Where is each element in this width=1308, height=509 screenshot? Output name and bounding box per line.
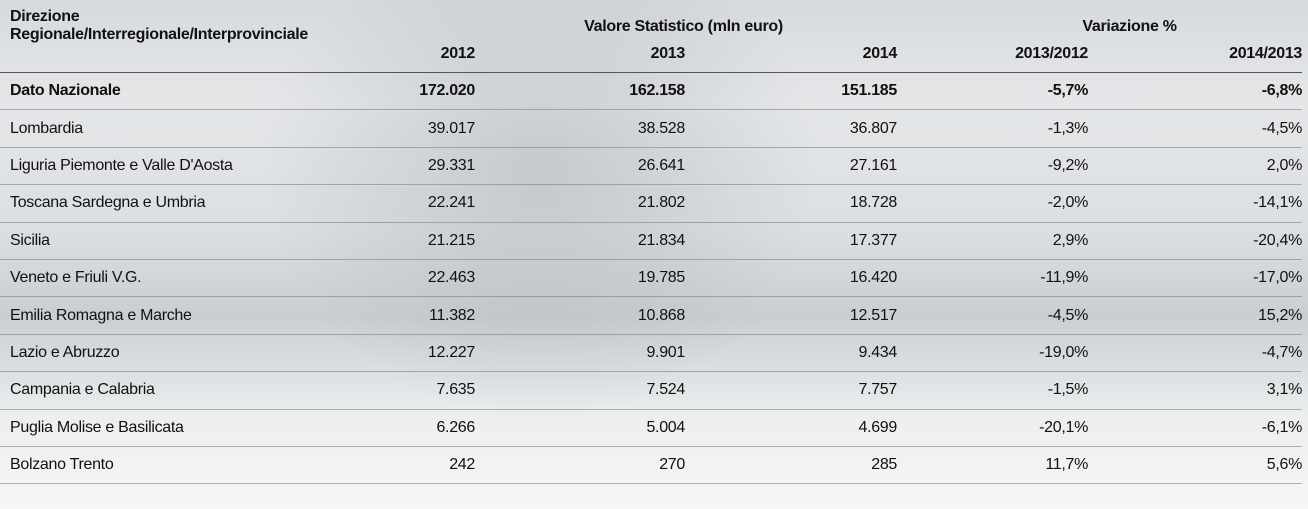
data-table: Direzione Regionale/Interregionale/Inter… xyxy=(0,0,1302,484)
cell: -9,2% xyxy=(897,147,1088,184)
cell: 5,6% xyxy=(1088,446,1302,483)
group-header: Variazione % xyxy=(897,0,1302,36)
cell: 7.757 xyxy=(685,372,897,409)
cell: -20,4% xyxy=(1088,222,1302,259)
page: Direzione Regionale/Interregionale/Inter… xyxy=(0,0,1308,509)
cell: 36.807 xyxy=(685,110,897,147)
cell: 16.420 xyxy=(685,259,897,296)
cell: 270 xyxy=(475,446,685,483)
row-label: Bolzano Trento xyxy=(0,446,380,483)
cell: 10.868 xyxy=(475,297,685,334)
cell: 12.517 xyxy=(685,297,897,334)
cell: 21.215 xyxy=(380,222,475,259)
cell: 22.241 xyxy=(380,185,475,222)
cell: -6,1% xyxy=(1088,409,1302,446)
cell: 285 xyxy=(685,446,897,483)
row-label: Lombardia xyxy=(0,110,380,147)
row-label: Campania e Calabria xyxy=(0,372,380,409)
cell: 162.158 xyxy=(475,73,685,110)
cell: -6,8% xyxy=(1088,73,1302,110)
cell: 21.834 xyxy=(475,222,685,259)
cell: -17,0% xyxy=(1088,259,1302,296)
cell: 29.331 xyxy=(380,147,475,184)
cell: -19,0% xyxy=(897,334,1088,371)
column-header: 2014/2013 xyxy=(1088,36,1302,73)
cell: 2,0% xyxy=(1088,147,1302,184)
cell: 5.004 xyxy=(475,409,685,446)
group-header: Valore Statistico (mln euro) xyxy=(380,0,897,36)
row-label: Puglia Molise e Basilicata xyxy=(0,409,380,446)
cell: 18.728 xyxy=(685,185,897,222)
column-header: 2012 xyxy=(380,36,475,73)
column-header: 2013/2012 xyxy=(897,36,1088,73)
cell: -14,1% xyxy=(1088,185,1302,222)
cell: 38.528 xyxy=(475,110,685,147)
cell: 9.901 xyxy=(475,334,685,371)
cell: 7.635 xyxy=(380,372,475,409)
cell: 26.641 xyxy=(475,147,685,184)
cell: 3,1% xyxy=(1088,372,1302,409)
cell: 4.699 xyxy=(685,409,897,446)
cell: 17.377 xyxy=(685,222,897,259)
cell: -5,7% xyxy=(897,73,1088,110)
cell: -4,5% xyxy=(1088,110,1302,147)
cell: 12.227 xyxy=(380,334,475,371)
cell: -4,7% xyxy=(1088,334,1302,371)
cell: -11,9% xyxy=(897,259,1088,296)
cell: 11,7% xyxy=(897,446,1088,483)
cell: 15,2% xyxy=(1088,297,1302,334)
cell: 6.266 xyxy=(380,409,475,446)
cell: 9.434 xyxy=(685,334,897,371)
cell: -1,5% xyxy=(897,372,1088,409)
header-first-column: Direzione Regionale/Interregionale/Inter… xyxy=(0,0,380,73)
cell: -20,1% xyxy=(897,409,1088,446)
cell: 11.382 xyxy=(380,297,475,334)
cell: 22.463 xyxy=(380,259,475,296)
cell: 7.524 xyxy=(475,372,685,409)
cell: -2,0% xyxy=(897,185,1088,222)
cell: 27.161 xyxy=(685,147,897,184)
cell: 172.020 xyxy=(380,73,475,110)
cell: -1,3% xyxy=(897,110,1088,147)
cell: 242 xyxy=(380,446,475,483)
cell: -4,5% xyxy=(897,297,1088,334)
row-label: Liguria Piemonte e Valle D'Aosta xyxy=(0,147,380,184)
cell: 39.017 xyxy=(380,110,475,147)
row-label: Sicilia xyxy=(0,222,380,259)
row-label: Dato Nazionale xyxy=(0,73,380,110)
row-label: Toscana Sardegna e Umbria xyxy=(0,185,380,222)
cell: 21.802 xyxy=(475,185,685,222)
column-header: 2013 xyxy=(475,36,685,73)
row-label: Lazio e Abruzzo xyxy=(0,334,380,371)
cell: 2,9% xyxy=(897,222,1088,259)
cell: 19.785 xyxy=(475,259,685,296)
cell: 151.185 xyxy=(685,73,897,110)
column-header: 2014 xyxy=(685,36,897,73)
row-label: Emilia Romagna e Marche xyxy=(0,297,380,334)
row-label: Veneto e Friuli V.G. xyxy=(0,259,380,296)
